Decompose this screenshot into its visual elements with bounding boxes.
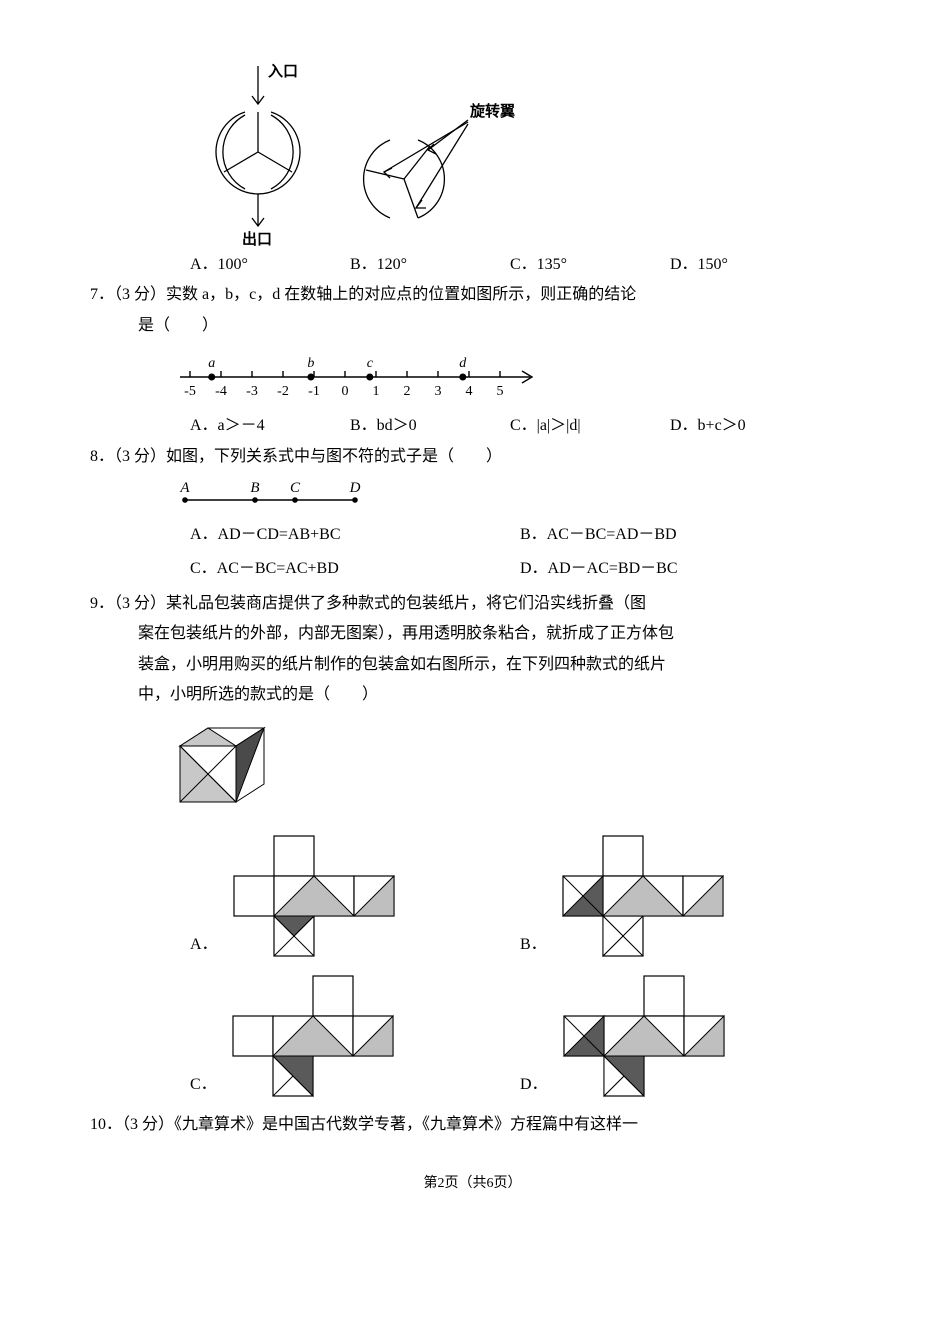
q7-stem-1: 7．（3 分）实数 a，b，c，d 在数轴上的对应点的位置如图所示，则正确的结论 bbox=[90, 280, 855, 310]
svg-text:2: 2 bbox=[404, 384, 411, 399]
q8-opt-a[interactable]: A．AD－CD=AB+BC bbox=[190, 520, 520, 550]
svg-text:3: 3 bbox=[435, 384, 442, 399]
q9-stem-2: 案在包装纸片的外部，内部无图案），再用透明胶条粘合，就折成了正方体包 bbox=[90, 619, 855, 649]
svg-text:d: d bbox=[459, 356, 467, 371]
q7-options: A．a＞－4 B．bd＞0 C．|a|＞|d| D．b+c＞0 bbox=[90, 411, 855, 441]
q6-fig-right: 旋转翼 bbox=[340, 100, 540, 250]
q9-net-d[interactable]: D． bbox=[520, 970, 850, 1100]
q9-nets: A． B． C． D． bbox=[90, 830, 855, 1110]
svg-text:5: 5 bbox=[497, 384, 504, 399]
q9-label-d: D． bbox=[520, 1070, 548, 1100]
svg-text:-3: -3 bbox=[246, 384, 258, 399]
svg-text:A: A bbox=[179, 480, 190, 496]
q6-options: A．100° B．120° C．135° D．150° bbox=[90, 250, 855, 280]
svg-text:1: 1 bbox=[373, 384, 380, 399]
q6-opt-a[interactable]: A．100° bbox=[190, 250, 350, 280]
svg-text:C: C bbox=[290, 480, 301, 496]
q8-opt-d[interactable]: D．AD－AC=BD－BC bbox=[520, 554, 850, 584]
q9-net-c[interactable]: C． bbox=[190, 970, 520, 1100]
q8-stem: 8．（3 分）如图，下列关系式中与图不符的式子是（ ） bbox=[90, 442, 855, 472]
svg-text:4: 4 bbox=[466, 384, 473, 399]
svg-text:-2: -2 bbox=[277, 384, 289, 399]
q7-opt-a[interactable]: A．a＞－4 bbox=[190, 411, 350, 441]
q8-options: A．AD－CD=AB+BC B．AC－BC=AD－BD C．AC－BC=AC+B… bbox=[90, 520, 855, 589]
q8-opt-c[interactable]: C．AC－BC=AC+BD bbox=[190, 554, 520, 584]
q9-stem-3: 装盒，小明用购买的纸片制作的包装盒如右图所示，在下列四种款式的纸片 bbox=[90, 650, 855, 680]
q7-stem-2: 是（ ） bbox=[90, 311, 855, 341]
svg-text:-1: -1 bbox=[308, 384, 320, 399]
q7-opt-d[interactable]: D．b+c＞0 bbox=[670, 411, 830, 441]
svg-text:-5: -5 bbox=[184, 384, 196, 399]
svg-text:B: B bbox=[250, 480, 259, 496]
q9-stem-4: 中，小明所选的款式的是（ ） bbox=[90, 680, 855, 710]
q6-figures: 入口 出口 旋转翼 bbox=[90, 60, 855, 250]
q6-opt-c[interactable]: C．135° bbox=[510, 250, 670, 280]
svg-text:c: c bbox=[367, 356, 374, 371]
q6-opt-d[interactable]: D．150° bbox=[670, 250, 830, 280]
q7-opt-b[interactable]: B．bd＞0 bbox=[350, 411, 510, 441]
svg-text:0: 0 bbox=[342, 384, 349, 399]
q6-opt-b[interactable]: B．120° bbox=[350, 250, 510, 280]
q9-net-a[interactable]: A． bbox=[190, 830, 520, 960]
q9-label-b: B． bbox=[520, 930, 547, 960]
q7-opt-c[interactable]: C．|a|＞|d| bbox=[510, 411, 670, 441]
svg-text:a: a bbox=[208, 356, 215, 371]
svg-text:-4: -4 bbox=[215, 384, 227, 399]
q10-stem: 10．（3 分）《九章算术》是中国古代数学专著，《九章算术》方程篇中有这样一 bbox=[90, 1110, 855, 1140]
entry-label: 入口 bbox=[268, 63, 298, 80]
page-footer: 第2页（共6页） bbox=[90, 1171, 855, 1198]
exit-label: 出口 bbox=[242, 230, 272, 248]
svg-text:b: b bbox=[307, 356, 314, 371]
q9-net-b[interactable]: B． bbox=[520, 830, 850, 960]
q6-fig-left: 入口 出口 bbox=[190, 60, 320, 250]
q8-segment: A B C D bbox=[90, 478, 855, 514]
svg-text:D: D bbox=[349, 480, 361, 496]
q7-numberline: -5 -4 -3 -2 -1 0 1 2 3 4 5 a b c d bbox=[90, 347, 855, 405]
q9-cube bbox=[90, 718, 855, 818]
q9-stem-1: 9．（3 分）某礼品包装商店提供了多种款式的包装纸片，将它们沿实线折叠（图 bbox=[90, 589, 855, 619]
q8-opt-b[interactable]: B．AC－BC=AD－BD bbox=[520, 520, 850, 550]
q9-label-a: A． bbox=[190, 930, 218, 960]
q9-label-c: C． bbox=[190, 1070, 217, 1100]
rotor-label: 旋转翼 bbox=[469, 102, 515, 120]
